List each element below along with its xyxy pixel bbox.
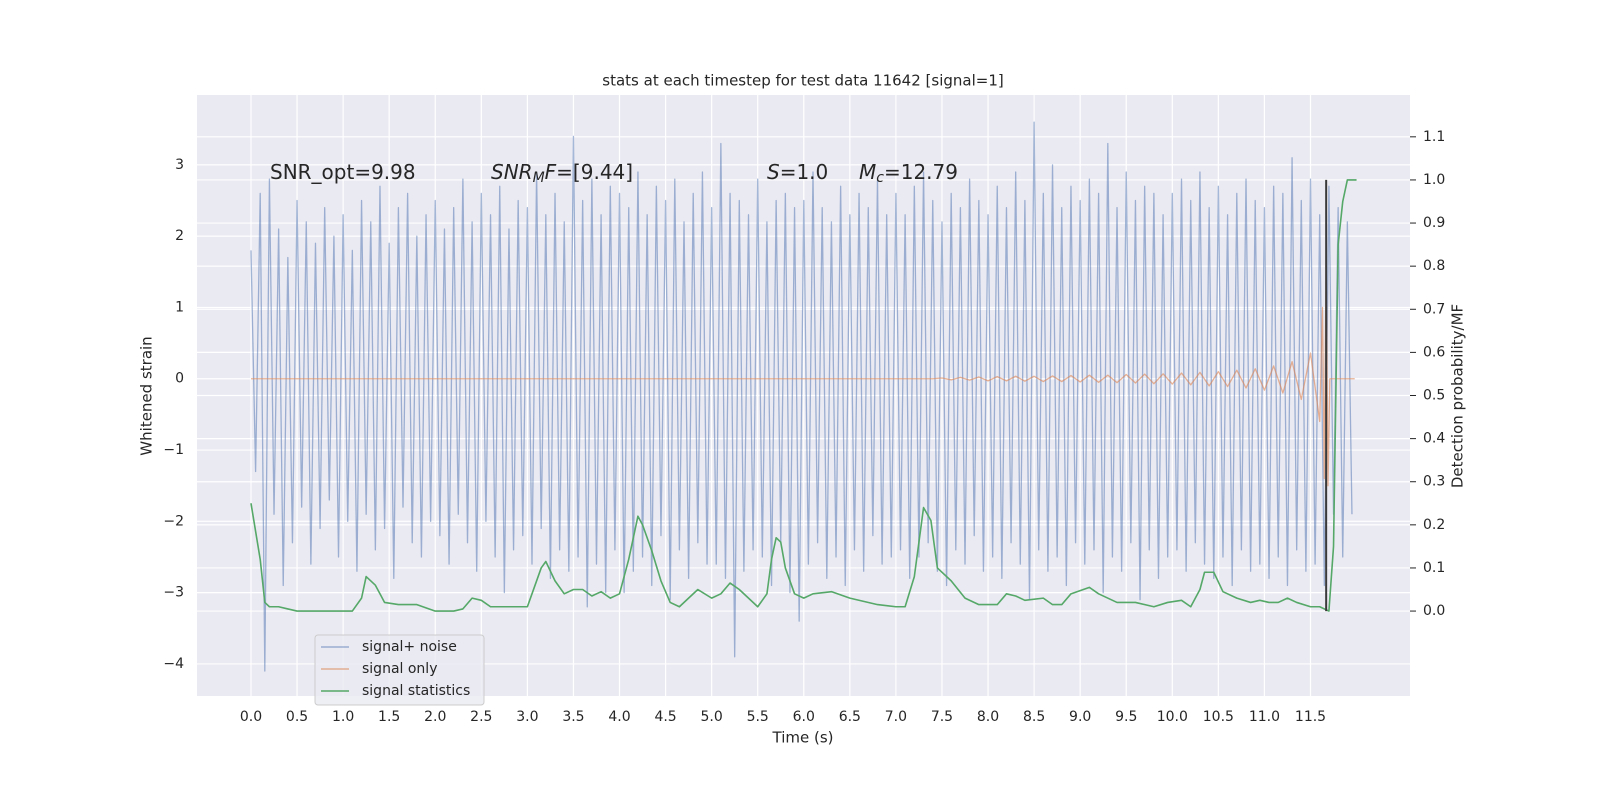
y2-axis-label: Detection probability/MF	[1449, 304, 1467, 488]
y2-tick-label: 0.8	[1423, 258, 1445, 274]
x-tick-label: 3.0	[516, 709, 538, 725]
annotation: SNRMF=[9.44]	[491, 160, 633, 187]
x-tick-label: 9.5	[1115, 709, 1137, 725]
x-tick-label: 5.0	[701, 709, 723, 725]
annotation-part: c	[876, 170, 884, 186]
series-layer	[250, 121, 1357, 672]
y2-tick-label: 0.9	[1423, 215, 1445, 231]
x-tick-label: 6.0	[793, 709, 815, 725]
y2-tick-label: 0.0	[1423, 603, 1445, 619]
y2-tick-label: 0.1	[1423, 560, 1445, 576]
x-tick-label: 7.5	[931, 709, 953, 725]
x-tick-label: 7.0	[885, 709, 907, 725]
annotation-part: =1.0	[780, 160, 829, 184]
y-tick-label: 0	[175, 371, 184, 387]
y2-tick-label: 0.4	[1423, 431, 1445, 447]
x-tick-label: 0.5	[286, 709, 308, 725]
series-line	[250, 121, 1353, 672]
legend-box	[314, 634, 485, 706]
annotation: SNR_opt=9.98	[270, 160, 416, 184]
x-tick-label: 1.0	[332, 709, 354, 725]
x-tick-label: 10.0	[1157, 709, 1188, 725]
annotation-part: S	[767, 160, 780, 184]
x-axis-label: Time (s)	[772, 729, 834, 747]
legend-label: signal+ noise	[362, 639, 457, 655]
annotation: S=1.0	[767, 160, 828, 184]
x-tick-label: 8.5	[1023, 709, 1045, 725]
y2-tick-label: 0.3	[1423, 474, 1445, 490]
y-tick-label: −1	[163, 442, 184, 458]
y2-tick-label: 1.0	[1423, 172, 1445, 188]
annotation-part: F	[545, 160, 557, 184]
y-tick-label: 2	[175, 228, 184, 244]
annotation-part: M	[859, 160, 876, 184]
x-tick-label: 0.0	[240, 709, 262, 725]
series-line	[250, 249, 1355, 487]
x-tick-label: 11.5	[1295, 709, 1326, 725]
y-tick-label: −3	[163, 585, 184, 601]
x-tick-label: 6.5	[839, 709, 861, 725]
x-tick-label: 8.0	[977, 709, 999, 725]
x-tick-label: 11.0	[1249, 709, 1280, 725]
x-tick-label: 2.5	[470, 709, 492, 725]
x-tick-label: 5.5	[747, 709, 769, 725]
annotation-part: M	[533, 170, 545, 186]
x-tick-label: 3.5	[562, 709, 584, 725]
x-tick-label: 9.0	[1069, 709, 1091, 725]
annotation: Mc=12.79	[859, 160, 958, 187]
y-tick-label: 1	[175, 299, 184, 315]
annotation-part: =12.79	[884, 160, 958, 184]
chart-title: stats at each timestep for test data 116…	[602, 72, 1003, 90]
legend-label: signal statistics	[362, 683, 470, 699]
y-tick-label: −4	[163, 656, 184, 672]
y2-tick-label: 0.7	[1423, 301, 1445, 317]
y-tick-label: 3	[175, 157, 184, 173]
x-tick-label: 10.5	[1203, 709, 1234, 725]
series-line	[250, 179, 1357, 612]
legend-label: signal only	[362, 661, 437, 677]
annotation-part: =[9.44]	[556, 160, 633, 184]
annotation-part: SNR_opt=9.98	[270, 160, 416, 184]
y-tick-label: −2	[163, 513, 184, 529]
x-tick-label: 4.5	[654, 709, 676, 725]
y2-tick-label: 1.1	[1423, 129, 1445, 145]
y-axis-label: Whitened strain	[138, 336, 156, 455]
y2-tick-label: 0.5	[1423, 388, 1445, 404]
x-tick-label: 4.0	[608, 709, 630, 725]
annotation-part: SNR	[491, 160, 533, 184]
y2-tick-label: 0.2	[1423, 517, 1445, 533]
x-tick-label: 1.5	[378, 709, 400, 725]
y2-tick-label: 0.6	[1423, 344, 1445, 360]
x-tick-label: 2.0	[424, 709, 446, 725]
